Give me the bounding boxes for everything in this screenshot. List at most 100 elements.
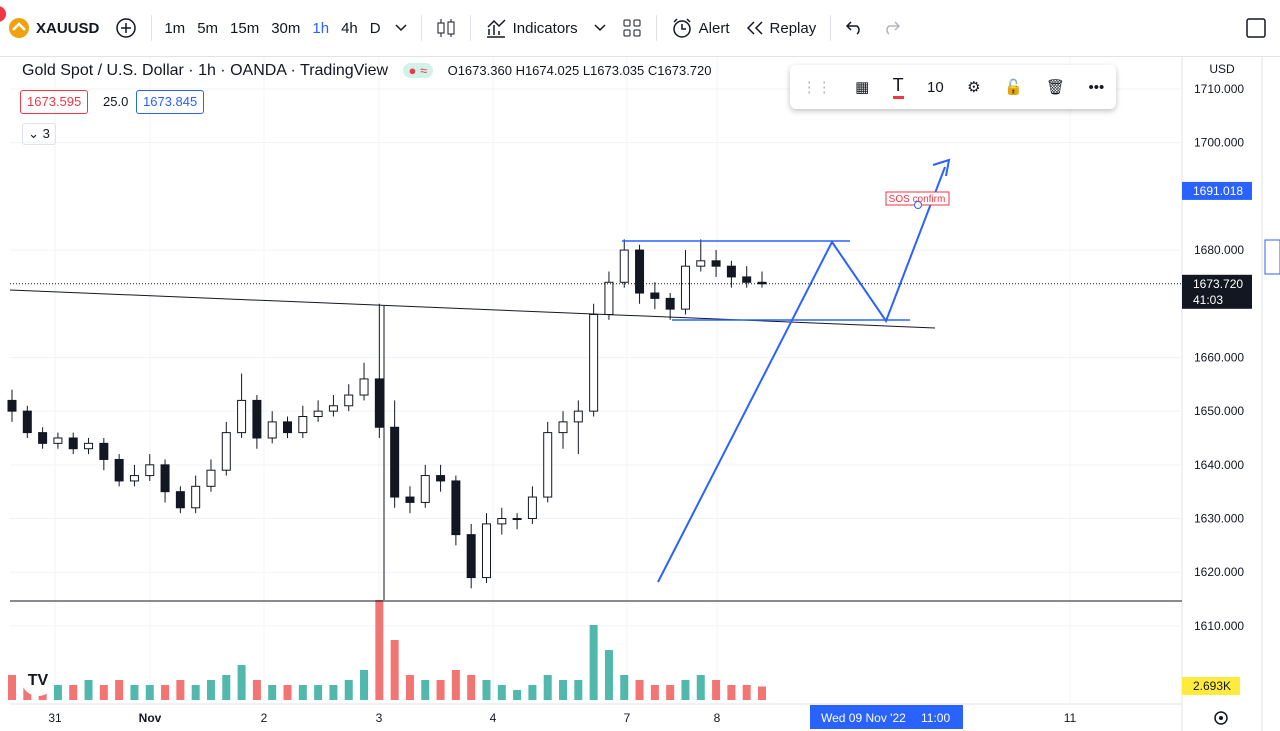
candle-body [420,475,430,503]
candle-body [573,410,583,423]
lock[interactable]: 🔓 [1003,79,1023,96]
collapse-button[interactable]: ⌄ 3 [22,123,56,145]
volume-bar [84,680,93,700]
volume-bar [528,685,537,700]
chart-type[interactable] [428,9,464,47]
replay-label: Replay [769,19,817,37]
volume-bar [206,680,215,700]
candles-icon [437,19,455,37]
candle-body [589,313,599,412]
y-tick-label: 1640.000 [1194,458,1244,472]
font-size[interactable]: 10 [927,78,944,96]
side-widget [1264,239,1280,275]
fullscreen[interactable] [1246,18,1266,42]
undo[interactable] [837,9,873,47]
interval[interactable]: 1m [164,19,186,37]
chevron [594,24,606,32]
indicators-label: Indicators [512,19,578,37]
indicators-button[interactable]: Indicators [477,9,614,47]
volume-bar [467,675,476,700]
delete[interactable]: 🗑 [1046,79,1066,96]
redo-icon [886,21,901,35]
volume-bar [559,680,568,700]
interval[interactable]: 4h [341,19,358,37]
interval[interactable]: 1h [312,19,330,37]
candle-body [466,534,476,579]
ask[interactable]: 1673.845 [136,90,205,114]
interval[interactable]: D [369,19,381,37]
x-tick-label: 8 [714,711,721,725]
settings[interactable] [1214,711,1228,725]
crosshair-price-box [1182,181,1252,200]
volume-bar [436,680,445,700]
interval[interactable]: 5m [197,19,219,37]
replay-icon [746,21,763,35]
top-toolbar: XAUUSD 1m 5m 15m 30m 1h 4h D Indicators Alert … [0,0,1280,57]
volume-bar [727,685,736,700]
crosshair-price: 1691.018 [1193,184,1243,198]
volume-label: 2.693K [1193,679,1231,693]
crosshair-hour: 11:00 [921,711,950,725]
drag-handle: ⋮⋮ [801,79,832,96]
candle-body [374,378,384,428]
volume-bar [681,680,690,700]
separator [830,15,832,41]
volume-bar [283,685,292,700]
x-tick-label: 4 [490,711,497,725]
ohlc-high: H1674.025 [515,63,580,78]
add-symbol[interactable] [107,9,145,47]
alert-button[interactable]: Alert [663,9,738,47]
candle-body [451,480,461,536]
replay-button[interactable]: Replay [738,9,825,47]
volume-bar [666,685,675,700]
candle-body [84,442,94,450]
crosshair-time-box [810,705,963,729]
ohlc-close: C1673.720 [647,63,712,78]
separator [655,15,657,41]
more[interactable]: ••• [1088,78,1105,96]
countdown: 41:03 [1193,293,1223,307]
separator [151,15,153,41]
templates[interactable]: ▦ [855,79,870,96]
volume-label-box [1182,677,1240,695]
y-tick-label: 1710.000 [1194,82,1244,96]
volume-bar [69,685,78,700]
plus-icon [116,18,137,38]
candle-body [175,491,185,509]
anchor-point [914,201,922,209]
legend: Gold Spot / U.S. Dollar · 1h · OANDA · T… [22,62,712,80]
redo[interactable] [873,9,909,47]
volume-bar [8,675,16,700]
interval[interactable]: 15m [230,19,260,37]
x-tick-label: 11 [1064,711,1077,725]
bid[interactable]: 1673.595 [20,90,89,114]
volume-bar [712,680,721,700]
volume-bar [222,675,231,700]
candle-body [221,432,231,471]
interval-menu[interactable] [387,9,415,47]
settings[interactable]: ⚙ [967,79,981,96]
candle-body [68,437,78,450]
candle-body [619,249,629,283]
interval[interactable]: 30m [271,19,301,37]
candle-body [206,469,216,487]
text-color[interactable]: T [892,75,904,99]
candle-body [7,399,17,412]
candle-body [543,432,553,498]
volume-bar [268,685,277,700]
volume-bar [176,680,185,700]
symbol-button[interactable]: XAUUSD [0,9,107,47]
symbol-icon [9,18,29,38]
candle-body [313,410,323,418]
volume-bar [405,675,414,700]
svg-text:TV: TV [28,672,49,689]
candle-body [283,421,293,434]
layouts-button[interactable] [614,9,650,47]
separator [469,15,471,41]
candle-body [436,475,446,482]
candle-body [650,292,660,299]
candle-body [558,421,568,434]
volume-bar [314,685,323,700]
